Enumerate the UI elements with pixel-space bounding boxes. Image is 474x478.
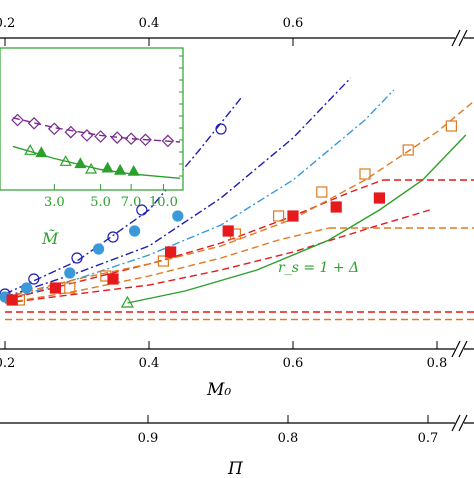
open-square-point xyxy=(316,186,328,198)
inset-tick-label: 7.0 xyxy=(121,195,142,210)
open-circle-point xyxy=(107,231,119,243)
inset-filled-triangle-point xyxy=(74,157,87,169)
inset-open-diamond-point xyxy=(110,131,124,144)
inset-open-diamond-point xyxy=(11,113,24,127)
filled-square-point xyxy=(287,210,299,222)
open-square-point xyxy=(157,255,169,267)
top-tick-label: 0.4 xyxy=(139,16,160,31)
inset-open-diamond-point xyxy=(124,132,138,146)
inset-x-label: M̃ xyxy=(41,229,59,248)
open-square-point xyxy=(273,210,285,222)
open-square-point xyxy=(402,144,414,156)
inset-open-diamond-point xyxy=(94,130,107,143)
open-triangle-point xyxy=(120,295,134,308)
fit-line-dashed-3 xyxy=(4,179,384,301)
fit-line-dashdot-2 xyxy=(4,89,395,301)
pi-tick-label: 0.7 xyxy=(418,431,439,446)
inset-tick-label: 10.0 xyxy=(149,195,178,210)
top-tick-label: 0.2 xyxy=(0,16,15,31)
inset-open-diamond-point xyxy=(161,134,175,148)
rs-annotation: r_s = 1 + Δ xyxy=(278,260,359,276)
filled-square-point xyxy=(165,246,177,258)
inset-tick-label: 3.0 xyxy=(44,195,65,210)
filled-square-point xyxy=(107,273,119,285)
pi-tick-label: 0.9 xyxy=(138,431,159,446)
filled-square-point xyxy=(330,201,342,213)
filled-square-point xyxy=(222,225,234,237)
main-ticks: 0.2 0.4 0.6 0.8 0.2 0.4 0.6 xyxy=(0,16,447,371)
fit-line-dashed-5 xyxy=(4,101,474,298)
filled-circle-point xyxy=(92,243,105,255)
inset-open-diamond-point xyxy=(64,125,78,139)
inset-open-diamond-point xyxy=(27,116,41,130)
inset-open-diamond-point xyxy=(80,129,94,142)
open-circle-point xyxy=(28,273,40,285)
pi-ticks: 0.90.80.70.6 xyxy=(138,415,439,446)
inset-data-points xyxy=(11,113,175,176)
bottom-tick-label: 0.6 xyxy=(283,356,304,371)
filled-circle-point xyxy=(64,267,76,279)
inset-frame xyxy=(0,47,184,191)
open-circle-point xyxy=(215,123,227,135)
inset-filled-triangle-point xyxy=(101,161,114,173)
inset-fit-line-dashed-0 xyxy=(12,117,181,143)
open-circle-point xyxy=(71,252,83,264)
fit-line-dashdot-0 xyxy=(4,95,244,295)
fit-line-dashed-4 xyxy=(4,209,430,304)
filled-square-point xyxy=(6,294,18,306)
axis-break-top xyxy=(451,29,468,47)
inset-filled-triangle-point xyxy=(127,164,140,176)
pi-tick-label: 0.8 xyxy=(278,431,299,446)
open-square-point xyxy=(359,168,371,180)
top-tick-label: 0.6 xyxy=(283,16,304,31)
open-square-point xyxy=(445,120,457,132)
inset-filled-triangle-point xyxy=(35,146,48,158)
filled-circle-point xyxy=(21,282,33,294)
filled-circle-point xyxy=(172,210,184,222)
filled-square-point xyxy=(373,192,385,204)
axis-break-bottom xyxy=(451,340,468,358)
open-square-point xyxy=(64,282,76,294)
inset-ticks: 3.0 5.0 7.0 10.0 xyxy=(44,55,183,210)
bottom-tick-label: 0.4 xyxy=(139,356,160,371)
fit-line-dashdot-1 xyxy=(4,77,352,298)
inset-filled-triangle-point xyxy=(114,163,127,175)
inset-open-diamond-point xyxy=(47,122,61,136)
open-circle-point xyxy=(136,204,148,216)
bottom-tick-label: 0.2 xyxy=(0,356,15,371)
inset-open-triangle-point xyxy=(85,162,98,174)
inset-open-triangle-point xyxy=(24,144,37,155)
pi-axis-break xyxy=(451,414,468,432)
inset-open-triangle-point xyxy=(59,155,72,166)
filled-circle-point xyxy=(129,225,141,237)
pi-axis-label: Π xyxy=(227,459,244,474)
inset-tick-label: 5.0 xyxy=(90,195,111,210)
main-x-label: M₀ xyxy=(206,380,231,400)
inset-open-diamond-point xyxy=(139,133,152,147)
bottom-tick-label: 0.8 xyxy=(427,356,448,371)
filled-square-point xyxy=(49,282,62,294)
